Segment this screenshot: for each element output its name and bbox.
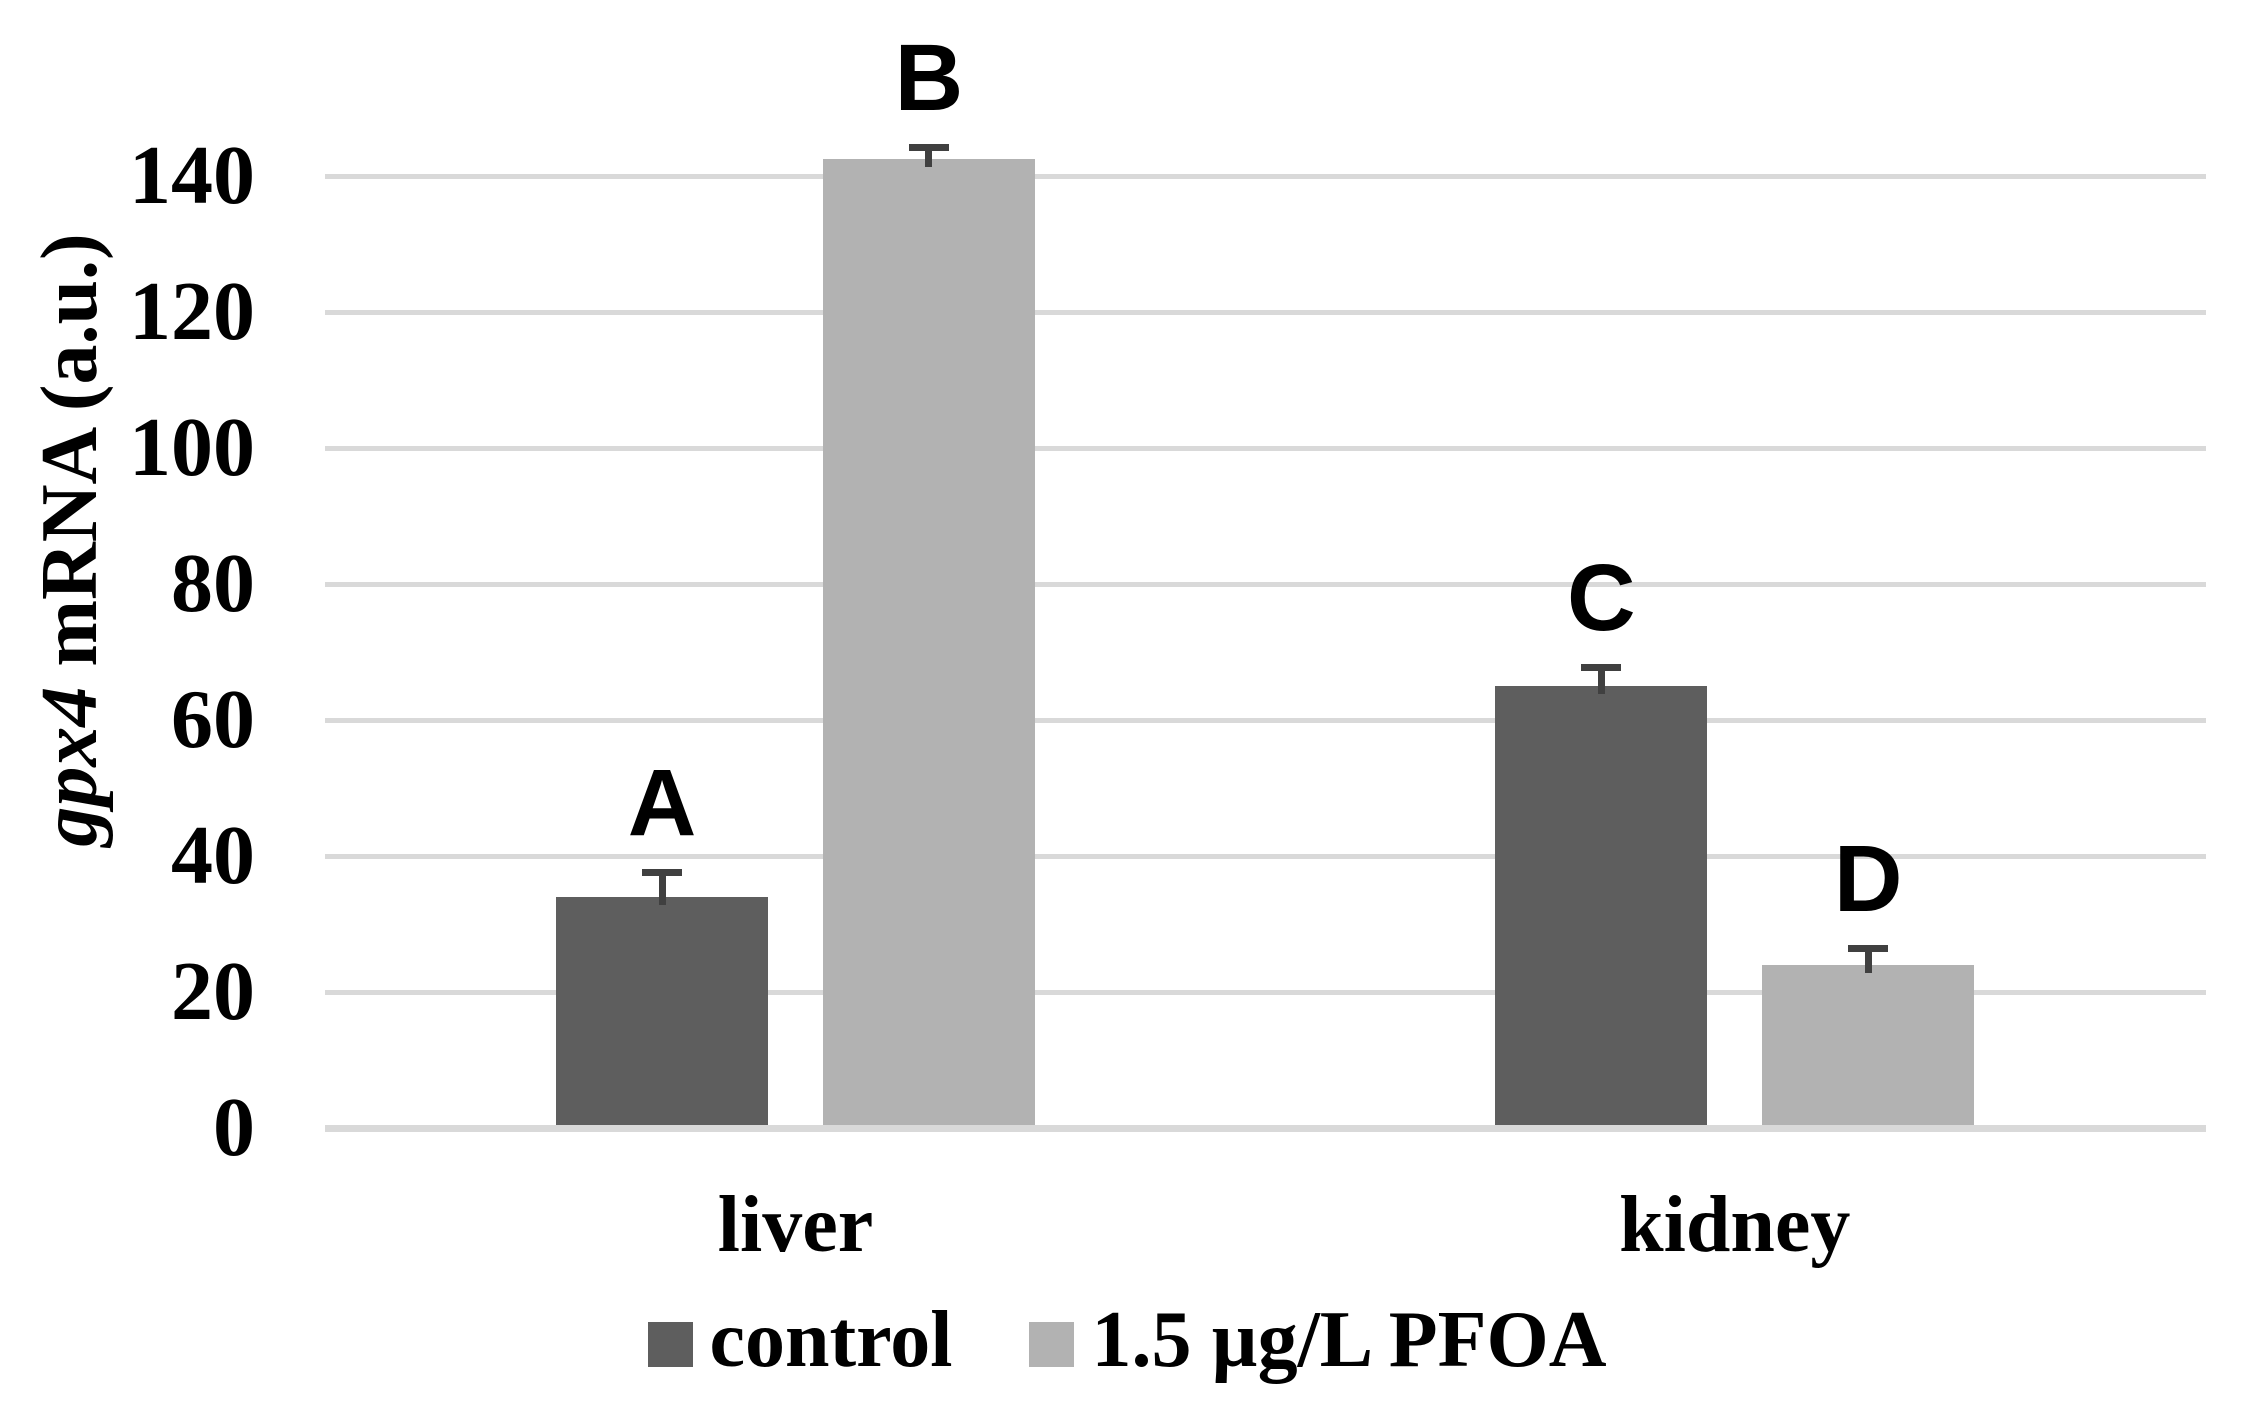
gridline-y-60 xyxy=(325,718,2206,723)
y-tick-label-40: 40 xyxy=(171,809,255,902)
legend: control 1.5 µg/L PFOA xyxy=(0,1300,2254,1380)
significance-letter-c: C xyxy=(1567,544,1636,651)
y-tick-label-140: 140 xyxy=(129,129,255,222)
legend-swatch-pfoa xyxy=(1029,1322,1075,1367)
category-label-liver: liver xyxy=(717,1181,874,1269)
x-axis-line xyxy=(325,1125,2206,1132)
y-tick-label-100: 100 xyxy=(129,401,255,494)
legend-entry-pfoa: 1.5 µg/L PFOA xyxy=(1029,1300,1606,1380)
legend-entry-control: control xyxy=(647,1296,953,1384)
error-bar-stem xyxy=(1597,666,1605,694)
legend-label-pfoa: 1.5 µg/L PFOA xyxy=(1091,1296,1607,1384)
y-tick-label-20: 20 xyxy=(171,945,255,1038)
y-tick-label-60: 60 xyxy=(171,673,255,766)
error-bar-stem xyxy=(925,146,933,167)
error-bar-cap xyxy=(908,143,949,151)
legend-swatch-control xyxy=(647,1322,693,1367)
gridline-y-20 xyxy=(325,990,2206,995)
y-tick-label-0: 0 xyxy=(213,1081,255,1174)
significance-letter-a: A xyxy=(627,749,697,856)
significance-letter-b: B xyxy=(894,24,964,131)
gridline-y-40 xyxy=(325,854,2206,859)
error-bar-cap xyxy=(642,868,683,876)
error-bar-stem xyxy=(1864,948,1872,973)
category-label-kidney: kidney xyxy=(1619,1181,1851,1269)
gridline-y-140 xyxy=(325,174,2206,179)
bar-d xyxy=(1762,964,1975,1131)
significance-letter-d: D xyxy=(1833,826,1903,933)
gridline-y-100 xyxy=(325,446,2206,451)
gridline-y-120 xyxy=(325,310,2206,315)
bar-b xyxy=(822,159,1035,1131)
y-tick-label-120: 120 xyxy=(129,265,255,358)
y-tick-label-80: 80 xyxy=(171,537,255,630)
error-bar-cap xyxy=(1848,945,1889,953)
error-bar-cap xyxy=(1581,663,1622,671)
error-bar-stem xyxy=(658,871,666,905)
bar-c xyxy=(1495,686,1708,1131)
gridline-y-80 xyxy=(325,582,2206,587)
legend-label-control: control xyxy=(709,1296,953,1384)
bar-a xyxy=(556,896,769,1131)
